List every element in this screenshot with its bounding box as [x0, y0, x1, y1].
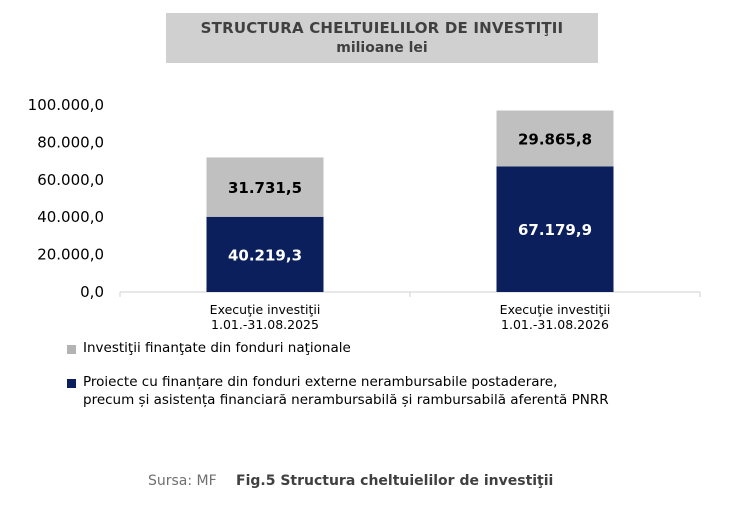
stacked-bar-chart: 0,0 20.000,0 40.000,0 60.000,0 80.000,0 100.0… — [28, 96, 701, 332]
x-tick-label: 1.01.-31.08.2025 — [211, 317, 319, 332]
data-label: 29.865,8 — [518, 130, 592, 148]
source-note: Sursa: MF — [148, 473, 217, 489]
figure-caption: Fig.5 Structura cheltuielilor de investi… — [236, 473, 554, 489]
bar-segment — [496, 110, 614, 167]
data-label: 31.731,5 — [228, 179, 302, 197]
legend-label-external-line1: Proiecte cu finanțare din fonduri extern… — [83, 374, 558, 390]
bar-segment — [496, 166, 614, 292]
legend-swatch-external — [67, 379, 76, 388]
chart-title: STRUCTURA CHELTUIELILOR DE INVESTIŢII — [200, 19, 564, 37]
y-tick-label: 20.000,0 — [37, 246, 104, 264]
bar-segment — [206, 157, 324, 217]
legend-label-national: Investiţii finanţate din fonduri naţiona… — [83, 340, 351, 356]
data-label: 67.179,9 — [518, 221, 592, 239]
x-tick-label: Execuţie investiţii — [500, 302, 611, 317]
y-tick-label: 60.000,0 — [37, 171, 104, 189]
chart-subtitle: milioane lei — [336, 40, 428, 56]
y-tick-label: 80.000,0 — [37, 133, 104, 151]
y-tick-label: 100.000,0 — [28, 96, 104, 114]
chart-title-box: STRUCTURA CHELTUIELILOR DE INVESTIŢII mi… — [166, 13, 598, 63]
data-label: 40.219,3 — [228, 246, 302, 264]
x-tick-label: Execuţie investiţii — [210, 302, 321, 317]
x-tick-label: 1.01.-31.08.2026 — [501, 317, 609, 332]
legend-label-external-line2: precum și asistența financiară neramburs… — [83, 392, 609, 408]
legend-swatch-national — [67, 345, 76, 354]
y-tick-label: 40.000,0 — [37, 208, 104, 226]
bar-segment — [206, 216, 324, 292]
y-tick-label: 0,0 — [80, 283, 104, 301]
